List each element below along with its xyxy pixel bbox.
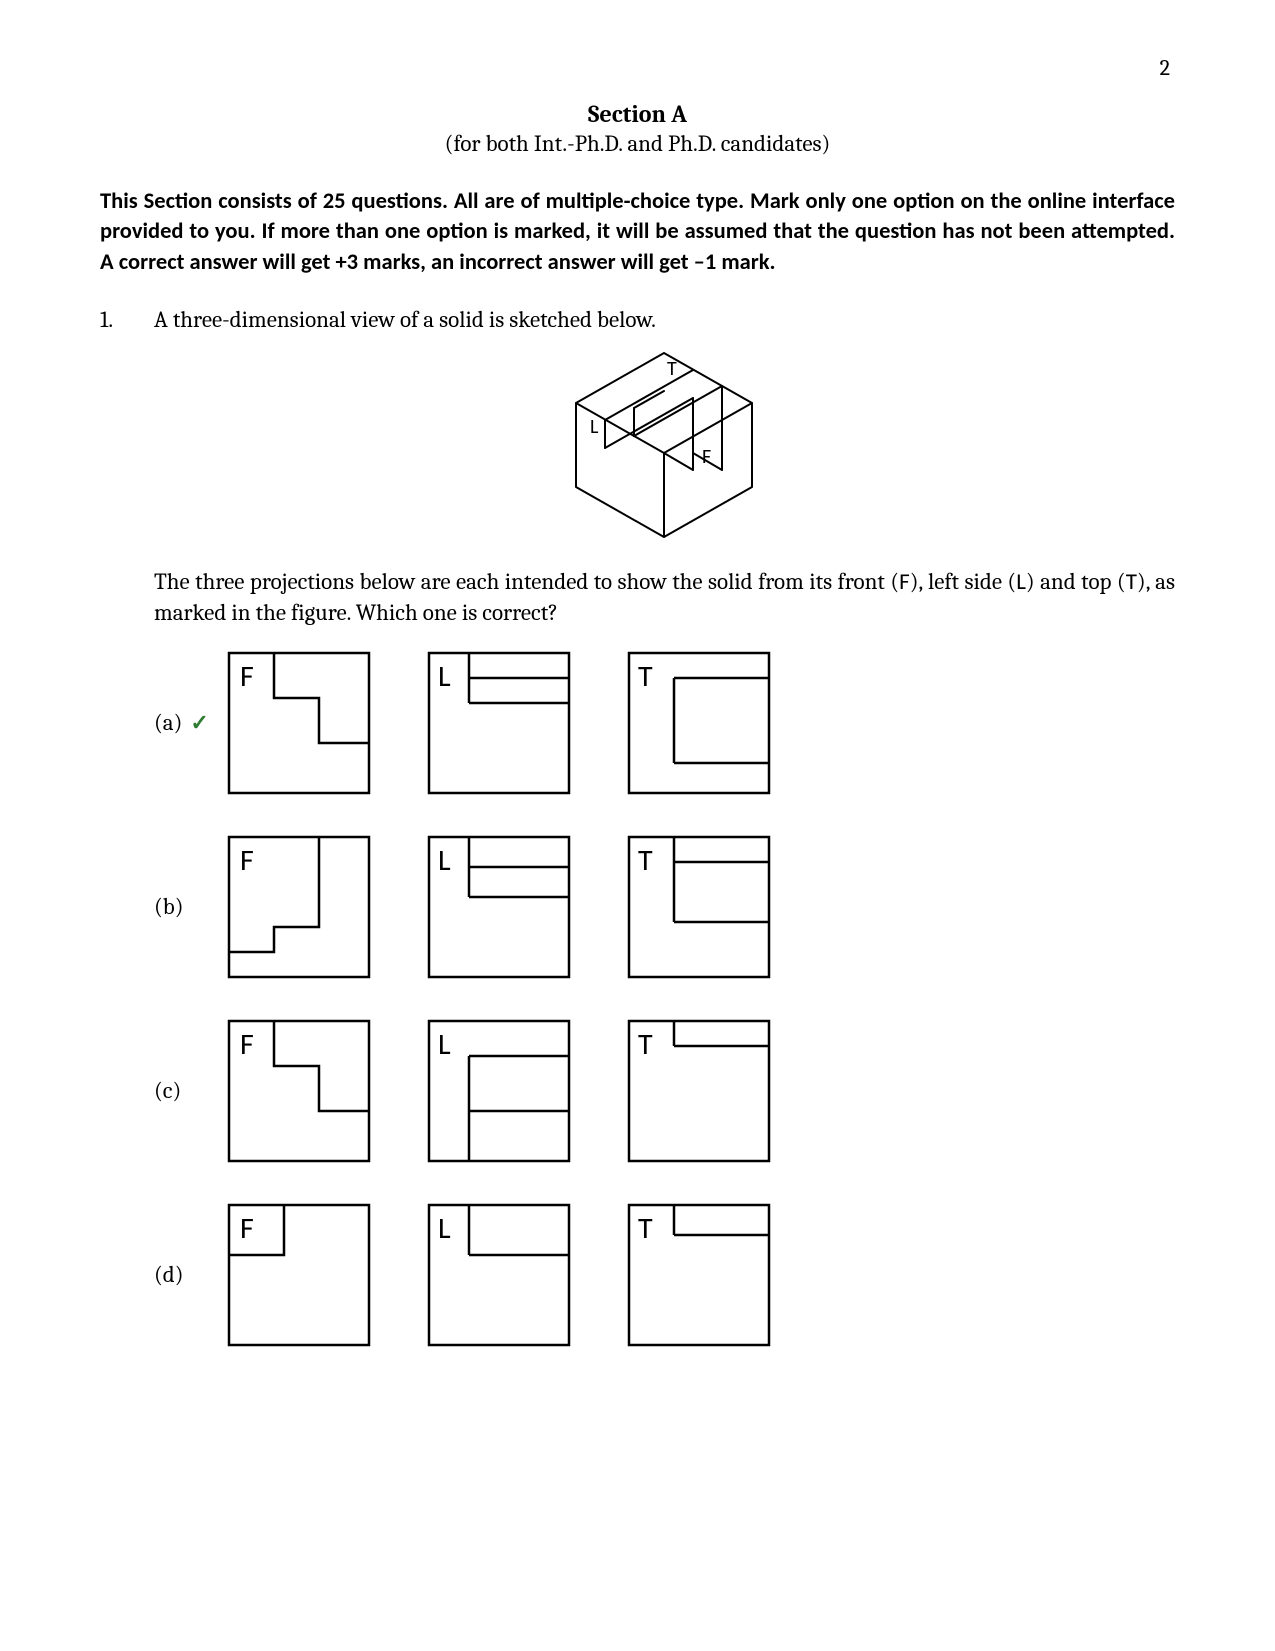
svg-text:T: T bbox=[638, 1026, 653, 1063]
option-d-projections: F L bbox=[224, 1200, 774, 1350]
svg-text:L: L bbox=[438, 1210, 451, 1247]
proj-a-L: L bbox=[424, 648, 574, 798]
option-a-label: (a) ✓ bbox=[154, 709, 224, 736]
svg-text:L: L bbox=[438, 1026, 451, 1063]
option-c[interactable]: (c) F bbox=[154, 1016, 1175, 1166]
options-area: (a) ✓ F bbox=[154, 648, 1175, 1350]
proj-d-L: L bbox=[424, 1200, 574, 1350]
question-text-2: The three projections below are each int… bbox=[154, 567, 1175, 628]
question-body: A three-dimensional view of a solid is s… bbox=[154, 306, 1175, 1350]
q2-T: T bbox=[1126, 568, 1137, 596]
iso-label-T: T bbox=[667, 357, 677, 381]
proj-c-F: F bbox=[224, 1016, 374, 1166]
option-c-projections: F L bbox=[224, 1016, 774, 1166]
svg-text:T: T bbox=[638, 1210, 653, 1247]
svg-text:T: T bbox=[638, 842, 653, 879]
svg-text:L: L bbox=[438, 842, 451, 879]
instructions-text: This Section consists of 25 questions. A… bbox=[100, 187, 1175, 278]
svg-text:F: F bbox=[240, 1210, 254, 1247]
proj-d-T: T bbox=[624, 1200, 774, 1350]
proj-c-T: T bbox=[624, 1016, 774, 1166]
question-text-1: A three-dimensional view of a solid is s… bbox=[154, 306, 1175, 333]
iso-label-L: L bbox=[590, 415, 599, 439]
proj-a-F: F bbox=[224, 648, 374, 798]
option-a-projections: F L bbox=[224, 648, 774, 798]
svg-text:F: F bbox=[240, 1026, 254, 1063]
iso-label-F: F bbox=[702, 445, 711, 469]
option-d-label: (d) bbox=[154, 1261, 224, 1288]
option-b-projections: F L bbox=[224, 832, 774, 982]
q2-pre: The three projections below are each int… bbox=[154, 568, 899, 595]
page-number: 2 bbox=[1160, 55, 1170, 81]
proj-a-T: T bbox=[624, 648, 774, 798]
section-subtitle: (for both Int.-Ph.D. and Ph.D. candidate… bbox=[100, 130, 1175, 157]
q2-F: F bbox=[899, 568, 910, 596]
proj-b-L: L bbox=[424, 832, 574, 982]
svg-text:F: F bbox=[240, 658, 254, 695]
isometric-figure: T L F bbox=[154, 345, 1175, 551]
page: 2 Section A (for both Int.-Ph.D. and Ph.… bbox=[0, 0, 1275, 1651]
option-a[interactable]: (a) ✓ F bbox=[154, 648, 1175, 798]
option-b-text: (b) bbox=[154, 893, 184, 920]
option-c-label: (c) bbox=[154, 1077, 224, 1104]
proj-b-F: F bbox=[224, 832, 374, 982]
question-block: 1. A three-dimensional view of a solid i… bbox=[100, 306, 1175, 1350]
question-number: 1. bbox=[100, 306, 154, 1350]
option-a-text: (a) bbox=[154, 709, 182, 736]
option-d-text: (d) bbox=[154, 1261, 184, 1288]
q2-mid2: ) and top ( bbox=[1026, 568, 1126, 595]
section-title: Section A bbox=[100, 100, 1175, 128]
option-d[interactable]: (d) F bbox=[154, 1200, 1175, 1350]
option-c-text: (c) bbox=[154, 1077, 181, 1104]
svg-text:L: L bbox=[438, 658, 451, 695]
svg-text:T: T bbox=[638, 658, 653, 695]
svg-text:F: F bbox=[240, 842, 254, 879]
option-b[interactable]: (b) F bbox=[154, 832, 1175, 982]
proj-c-L: L bbox=[424, 1016, 574, 1166]
checkmark-icon: ✓ bbox=[190, 710, 208, 736]
option-b-label: (b) bbox=[154, 893, 224, 920]
q2-mid1: ), left side ( bbox=[910, 568, 1017, 595]
q2-L: L bbox=[1016, 568, 1026, 596]
proj-d-F: F bbox=[224, 1200, 374, 1350]
proj-b-T: T bbox=[624, 832, 774, 982]
